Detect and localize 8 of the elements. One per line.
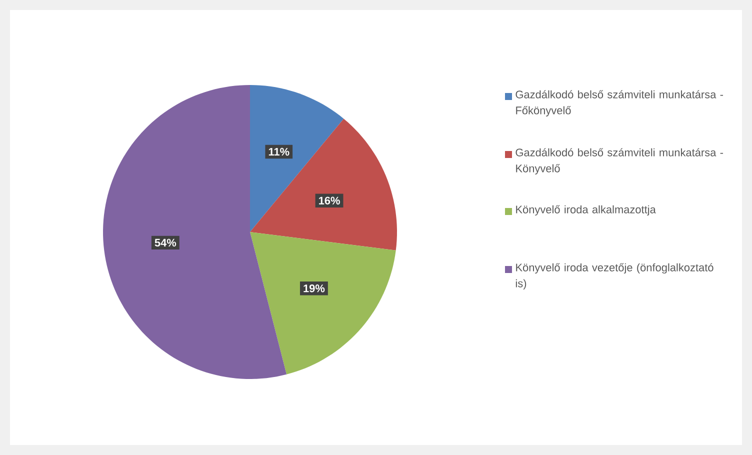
data-label: 19%: [304, 284, 325, 292]
data-label: 54%: [154, 238, 176, 247]
legend-label: Könyvelő iroda alkalmazottja: [516, 205, 656, 216]
data-label: 11%: [268, 148, 290, 156]
legend-label: Gazdálkodó belső számviteli munkatársa - Főkönyvelő: [516, 90, 723, 116]
legend-label: Gazdálkodó belső számviteli munkatársa - Könyvelő: [516, 148, 723, 174]
legend-label: Könyvelő iroda vezetője (önfoglalkoztató is): [516, 263, 714, 290]
data-label: 16%: [319, 196, 340, 204]
